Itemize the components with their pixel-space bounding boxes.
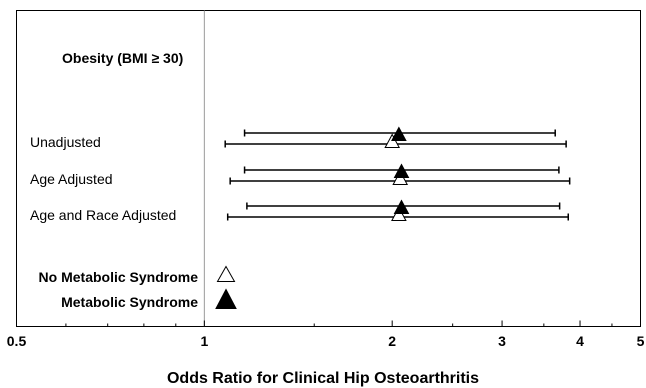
- row-labels: Unadjusted Age Adjusted Age and Race Adjus…: [30, 134, 176, 223]
- legend: No Metabolic Syndrome Metabolic Syndrome: [39, 269, 199, 310]
- x-axis-ticks: 0.5 1 2 3 4 5: [7, 320, 645, 349]
- x-axis-label: Odds Ratio for Clinical Hip Osteoarthrit…: [167, 370, 479, 387]
- legend-label: No Metabolic Syndrome: [39, 269, 199, 285]
- row-label: Age Adjusted: [30, 171, 113, 187]
- data-marks: [215, 126, 571, 309]
- x-tick-label: 5: [637, 333, 645, 349]
- plot-frame: [16, 10, 641, 327]
- row-label: Age and Race Adjusted: [30, 207, 176, 223]
- x-tick-label: 0.5: [7, 333, 27, 349]
- x-tick-label: 2: [388, 333, 396, 349]
- x-tick-label: 1: [200, 333, 208, 349]
- chart-title: Obesity (BMI ≥ 30): [62, 50, 183, 66]
- filled-triangle-marker: [393, 199, 410, 214]
- x-tick-label: 4: [576, 333, 584, 349]
- row-label: Unadjusted: [30, 134, 101, 150]
- legend-filled-triangle: [215, 288, 237, 309]
- filled-triangle-marker: [393, 163, 410, 178]
- filled-triangle-marker: [391, 126, 407, 141]
- legend-label: Metabolic Syndrome: [61, 294, 198, 310]
- legend-open-triangle: [216, 265, 236, 282]
- x-tick-label: 3: [498, 333, 506, 349]
